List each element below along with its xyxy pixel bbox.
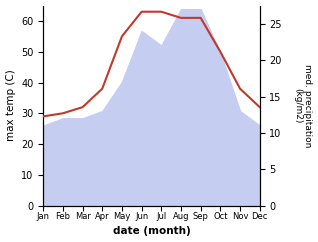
Y-axis label: med. precipitation
(kg/m2): med. precipitation (kg/m2) xyxy=(293,64,313,147)
X-axis label: date (month): date (month) xyxy=(113,227,190,236)
Y-axis label: max temp (C): max temp (C) xyxy=(5,70,16,142)
